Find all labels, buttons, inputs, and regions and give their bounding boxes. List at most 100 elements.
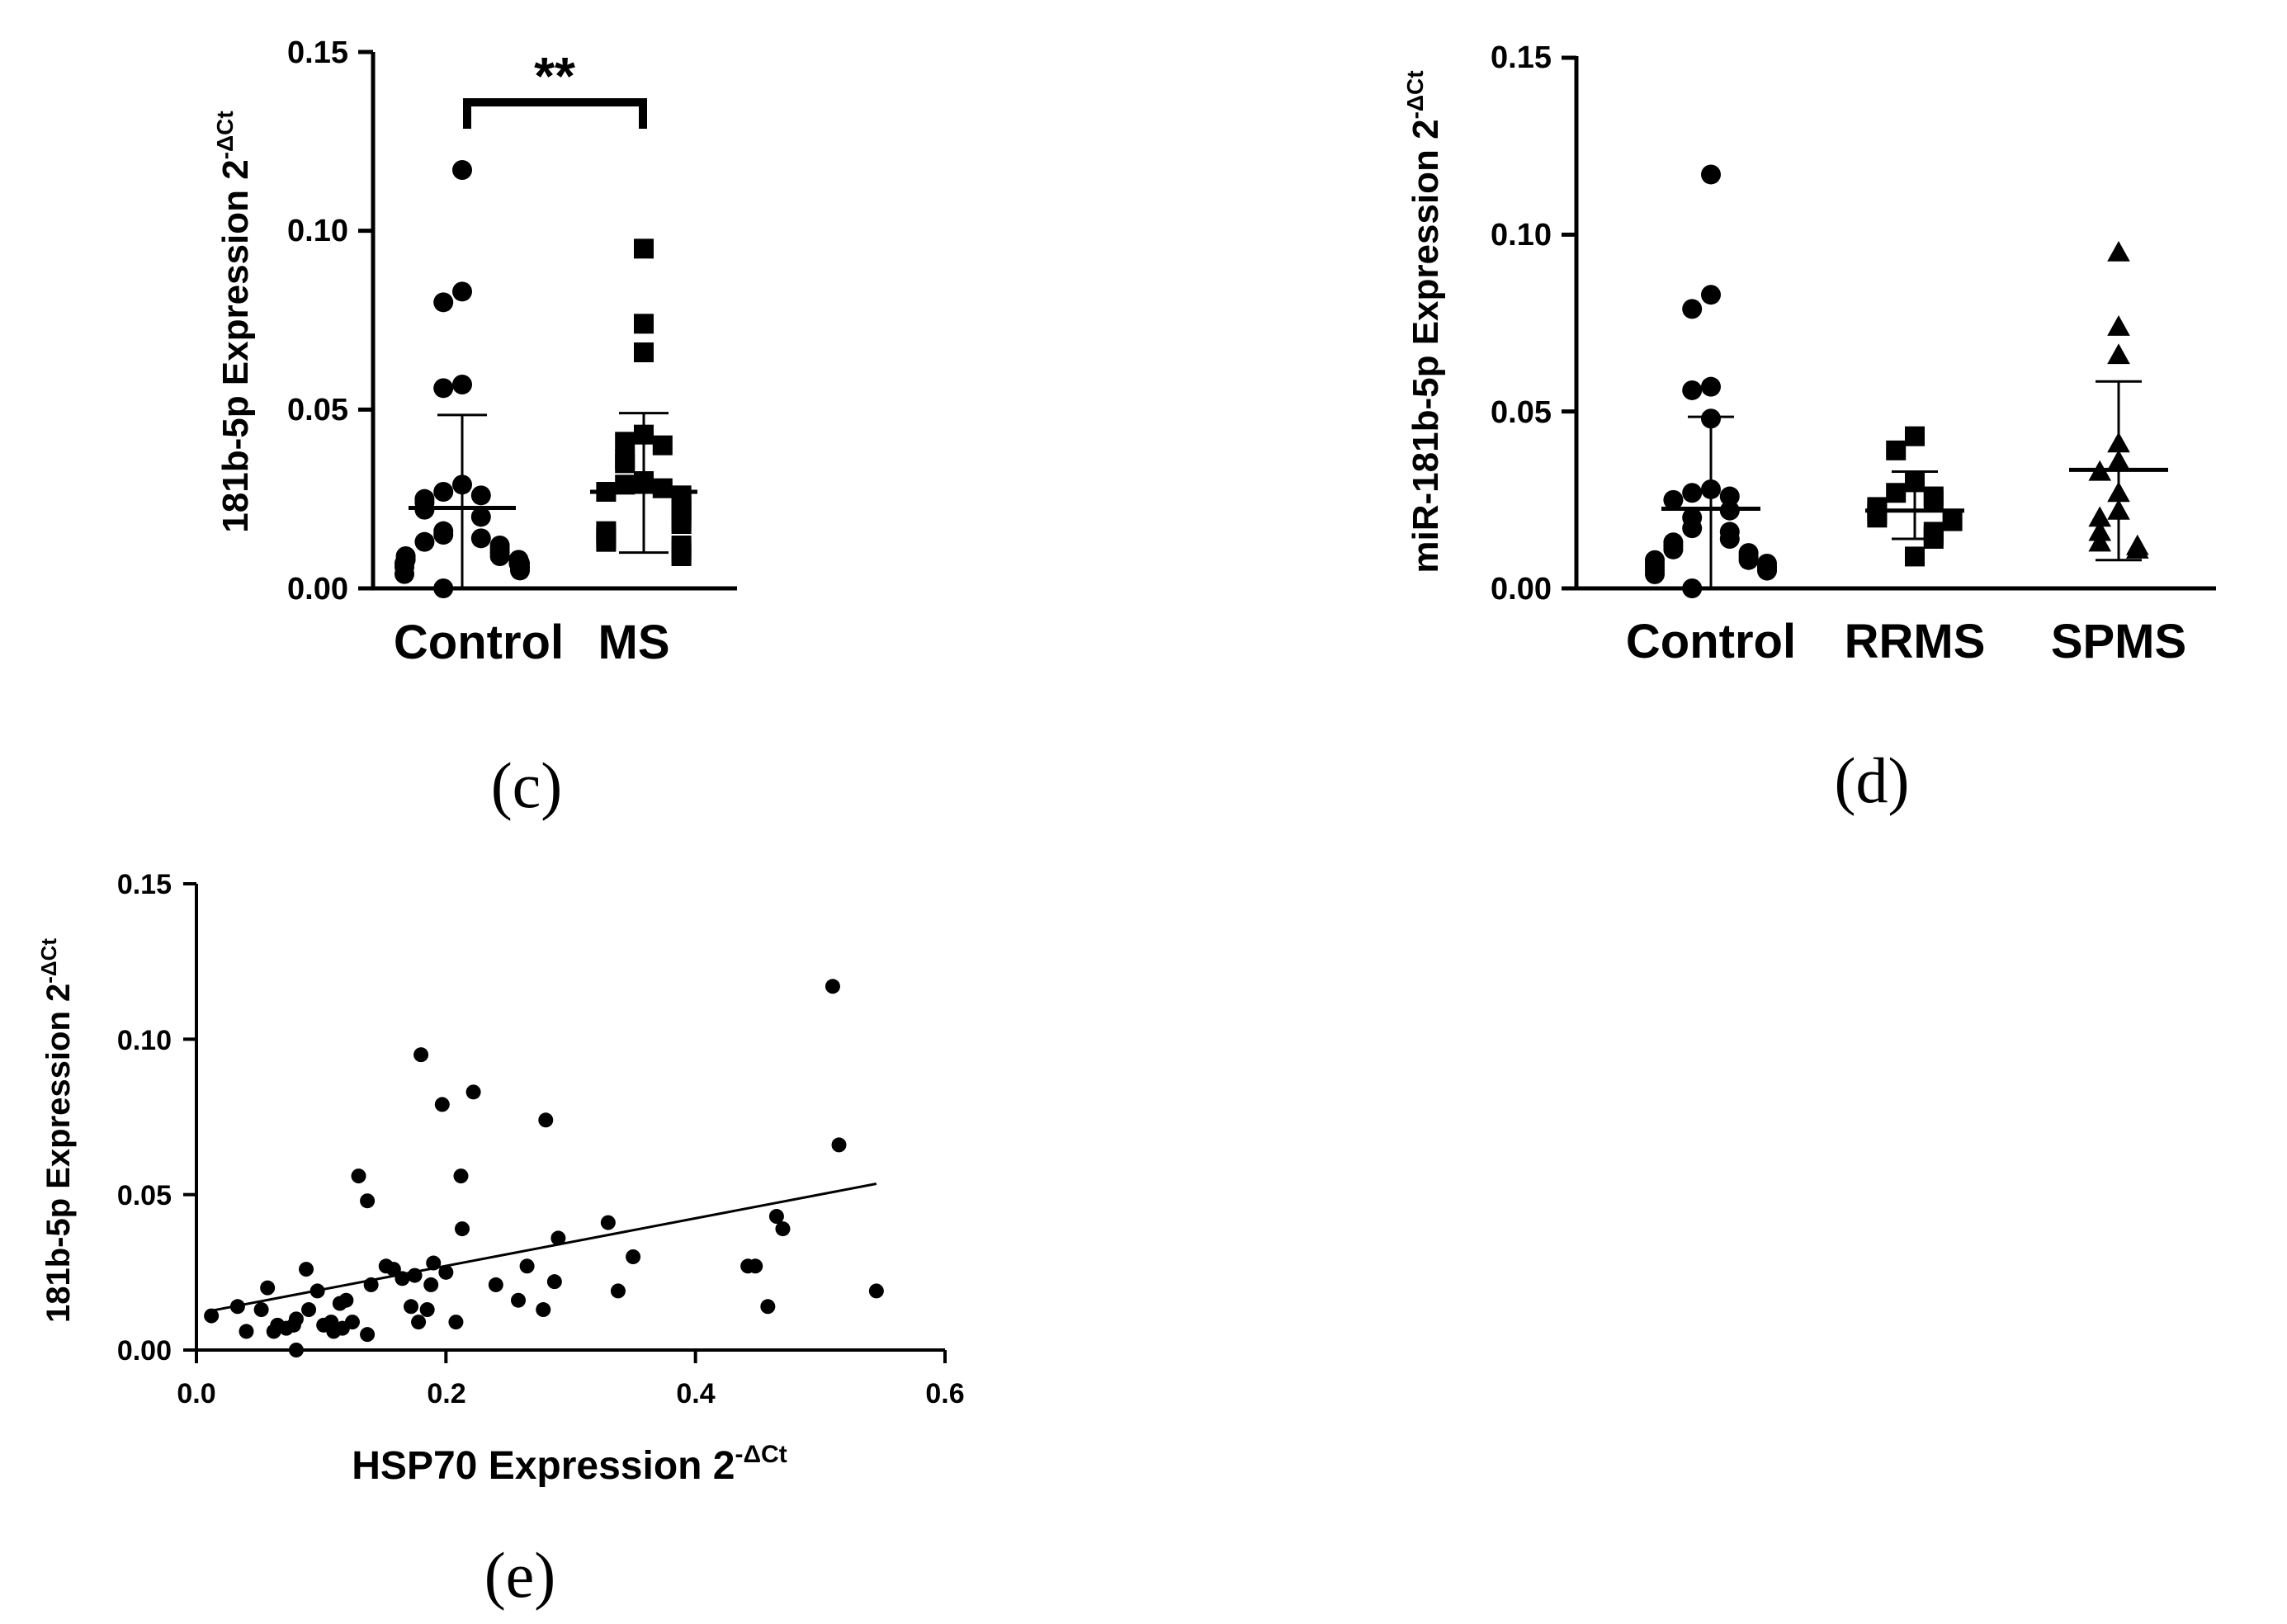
- e-point: [419, 1302, 435, 1318]
- e-points: [204, 979, 884, 1357]
- e-point: [301, 1302, 317, 1318]
- e-xtick-label: 0.4: [676, 1378, 715, 1409]
- c-points-ms: [596, 238, 692, 566]
- d-point-control: [1719, 486, 1740, 507]
- e-ytick-label: 0.00: [117, 1335, 172, 1367]
- c-y-ticks: [358, 50, 373, 591]
- c-ytick-label: 0.05: [287, 393, 348, 427]
- e-point: [626, 1249, 641, 1264]
- e-point: [546, 1274, 562, 1290]
- c-points-control: [395, 160, 530, 598]
- d-point-control: [1663, 489, 1684, 510]
- e-point: [253, 1302, 269, 1318]
- d-point-rrms: [1942, 511, 1963, 531]
- d-ytick-label: 0.00: [1491, 572, 1552, 607]
- e-y-axis-title-sup: -ΔCt: [36, 938, 61, 984]
- e-point: [536, 1302, 551, 1318]
- c-point-control: [510, 560, 530, 581]
- d-point-rrms: [1923, 489, 1944, 510]
- c-ytick-label: 0.15: [287, 35, 348, 70]
- c-significance-bracket: [463, 98, 647, 129]
- c-ytick-label: 0.00: [287, 572, 348, 607]
- c-y-axis-title: 181b-5p Expression 2-ΔCt: [212, 111, 256, 532]
- e-point: [351, 1168, 366, 1184]
- e-point: [511, 1292, 527, 1308]
- e-point: [360, 1327, 376, 1343]
- c-point-control: [452, 160, 472, 180]
- d-point-spms: [2088, 531, 2111, 552]
- d-ytick-label: 0.10: [1491, 218, 1552, 253]
- e-point: [600, 1215, 616, 1230]
- d-point-control: [1701, 285, 1721, 305]
- c-point-ms: [634, 314, 654, 334]
- e-point: [413, 1047, 429, 1063]
- panel-label-d: (d): [1835, 744, 1910, 816]
- e-point: [448, 1315, 464, 1330]
- e-point: [831, 1137, 847, 1153]
- e-point: [363, 1277, 379, 1292]
- d-category-label: Control: [1626, 615, 1796, 668]
- e-point: [519, 1258, 535, 1274]
- e-x-axis-title: HSP70 Expression 2-ΔCt: [352, 1441, 787, 1488]
- d-point-rrms: [1905, 546, 1925, 567]
- e-ytick-label: 0.05: [117, 1180, 172, 1211]
- e-point: [204, 1308, 220, 1324]
- e-point: [550, 1230, 566, 1246]
- d-point-spms: [2088, 506, 2111, 527]
- e-point: [378, 1258, 394, 1274]
- c-point-ms: [615, 432, 636, 452]
- e-point: [454, 1221, 470, 1237]
- c-point-control: [470, 528, 491, 549]
- e-point: [360, 1193, 376, 1209]
- c-ytick-label: 0.10: [287, 214, 348, 248]
- e-point: [332, 1296, 347, 1311]
- e-point: [453, 1168, 469, 1184]
- e-x-ticks: [195, 1350, 947, 1363]
- c-point-ms: [615, 453, 636, 474]
- d-point-spms: [2107, 240, 2130, 262]
- d-y-axis-title: miR-181b-5p Expression 2-ΔCt: [1402, 70, 1446, 573]
- panel-label-e: (e): [484, 1539, 556, 1611]
- e-point: [538, 1112, 554, 1128]
- e-point: [310, 1283, 325, 1299]
- d-point-control: [1757, 560, 1777, 581]
- c-point-ms: [671, 546, 692, 566]
- c-category-label: Control: [394, 616, 564, 669]
- c-category-label: MS: [598, 616, 670, 669]
- e-xtick-label: 0.2: [427, 1378, 465, 1409]
- d-point-spms: [2107, 314, 2130, 336]
- c-point-ms: [634, 342, 654, 362]
- d-point-rrms: [1905, 426, 1925, 446]
- e-point: [434, 1097, 450, 1112]
- e-y-axis-title: 181b-5p Expression 2-ΔCt: [36, 938, 77, 1323]
- c-point-control: [470, 485, 491, 506]
- e-xtick-label: 0.0: [177, 1378, 215, 1409]
- c-point-control: [414, 531, 435, 552]
- d-points-control: [1645, 164, 1777, 598]
- e-y-ticks: [183, 882, 196, 1352]
- e-point: [299, 1262, 314, 1277]
- e-point: [740, 1258, 756, 1274]
- e-xtick-label: 0.6: [925, 1378, 964, 1409]
- panel-e: 0.00 0.05 0.10 0.15 0.0 0.2 0.4 0.6 HSP7…: [36, 869, 965, 1611]
- e-point: [316, 1317, 332, 1333]
- e-point: [229, 1299, 245, 1315]
- d-point-control: [1682, 380, 1703, 400]
- e-point: [260, 1280, 276, 1296]
- c-point-control: [395, 564, 414, 584]
- d-point-control: [1738, 550, 1759, 570]
- d-point-control: [1682, 299, 1703, 319]
- e-point: [760, 1299, 776, 1315]
- c-point-control: [489, 546, 510, 566]
- e-point: [407, 1268, 423, 1283]
- c-point-control: [433, 482, 454, 502]
- c-point-control: [452, 281, 472, 302]
- e-point: [610, 1283, 626, 1299]
- d-errorbars: [1661, 380, 2168, 590]
- d-point-control: [1701, 164, 1721, 185]
- c-point-control: [433, 292, 454, 313]
- e-x-axis-title-sup: -ΔCt: [735, 1441, 787, 1468]
- d-point-rrms: [1886, 483, 1907, 503]
- e-point: [411, 1315, 427, 1330]
- e-point: [266, 1324, 281, 1339]
